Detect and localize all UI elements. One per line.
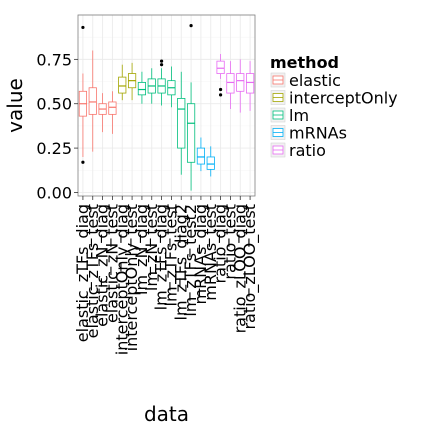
box-elastic-zTFs-test [88, 50, 97, 152]
outlier-point [218, 93, 223, 97]
legend-title: method [270, 53, 339, 72]
x-axis-title: data [144, 402, 189, 426]
box-body [177, 98, 186, 149]
x-tick-label: mRNAs_diag [191, 204, 211, 305]
x-tick-label: lm_zTFs_diag2 [171, 204, 191, 320]
outlier-point [159, 63, 164, 67]
box-elastic-zTFs-diag [78, 25, 88, 164]
box-lm-zTFs-diag2 [177, 71, 186, 175]
legend-label: ratio [289, 141, 326, 160]
legend-label: elastic [289, 71, 341, 90]
y-axis: 0.00 0.25 0.50 0.75 [36, 50, 78, 202]
x-axis: elastic_zTFs_diagelastic_zTFs_testelasti… [73, 196, 260, 355]
box-body [108, 101, 117, 115]
legend-label: interceptOnly [289, 89, 398, 108]
y-tick-label: 0.25 [36, 139, 72, 158]
box-ratio-diag [216, 54, 225, 97]
box-lm-zTFs-diag [157, 59, 166, 106]
x-tick-label: ratio_zLOO_diag [230, 204, 250, 333]
legend-label: mRNAs [289, 124, 347, 143]
x-tick-label: ratio_diag [211, 204, 231, 283]
outlier-point [81, 25, 85, 30]
box-body [88, 87, 97, 115]
box-body [216, 60, 225, 74]
x-tick-label: elastic_zTFs_test [83, 204, 103, 338]
legend-item-ratio: ratio [270, 141, 326, 160]
y-tick-label: 0.00 [36, 183, 72, 202]
box-body [206, 156, 215, 170]
outlier-point [218, 87, 223, 92]
legend-item-mRNAs: mRNAs [270, 124, 347, 143]
legend-item-interceptOnly: interceptOnly [270, 89, 398, 108]
x-tick-label: elastic_zTFs_diag [73, 204, 93, 342]
box-elastic-zN-diag [98, 93, 107, 133]
box-interceptOnly-test [127, 62, 137, 101]
y-tick-label: 0.75 [36, 50, 72, 69]
x-tick-label: interceptOnly_test [122, 204, 142, 351]
outlier-point [81, 160, 85, 164]
legend-label: lm [289, 106, 309, 125]
x-tick-label: elastic_zN_test [102, 204, 122, 323]
box-body [186, 103, 196, 163]
plot-frame [77, 14, 256, 197]
box-mRNAs-diag [196, 137, 206, 172]
box-ratio-test [226, 61, 235, 110]
x-tick-label: ratio_zLOO_test [240, 204, 260, 330]
box-ratio-zLOO-diag [236, 59, 245, 113]
boxes-layer [78, 24, 255, 191]
x-tick-label: ratio_test [220, 204, 240, 280]
box-interceptOnly-diag [118, 64, 127, 101]
box-lm-zN-test [147, 68, 156, 104]
box-body [245, 73, 255, 94]
box-body [137, 82, 147, 96]
x-tick-label: elastic_zN_diag [93, 204, 113, 327]
x-tick-label: lm_zTFs_test2 [181, 204, 201, 317]
box-body [236, 73, 245, 92]
x-tick-label: lm_zN_diag [132, 204, 152, 295]
box-ratio-zLOO-test [245, 61, 255, 111]
box-lm-zTFs-test [167, 66, 176, 108]
box-mRNAs-test [206, 146, 215, 177]
box-lm-zTFs-test2 [186, 24, 196, 191]
x-tick-label: lm_zTFs_diag [152, 204, 172, 310]
outlier-point [189, 24, 193, 28]
outlier-point [159, 59, 164, 63]
x-tick-label: interceptOnly_diag [112, 204, 132, 355]
x-tick-label: lm_zN_test [142, 204, 162, 291]
legend-item-lm: lm [270, 106, 309, 125]
y-axis-title: value [3, 78, 27, 133]
x-tick-label: mRNAs_test [201, 204, 221, 301]
box-body [226, 73, 235, 94]
box-body [118, 76, 127, 94]
box-body [196, 147, 206, 165]
legend-item-elastic: elastic [270, 71, 341, 90]
y-tick-label: 0.50 [36, 95, 72, 114]
box-lm-zN-diag [137, 71, 147, 104]
box-elastic-zN-test [108, 91, 117, 134]
x-tick-label: lm_zTFs_test [161, 204, 181, 306]
